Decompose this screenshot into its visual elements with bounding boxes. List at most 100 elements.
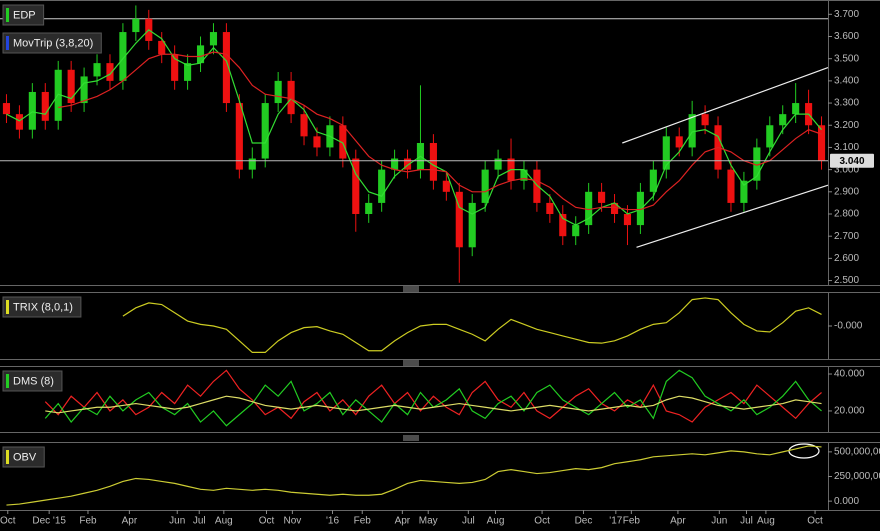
candle-body	[559, 214, 567, 237]
y-tick-label: 3.500	[834, 53, 859, 64]
candle-body	[817, 125, 826, 161]
x-tick-label: Apr	[670, 516, 686, 527]
legend-marker	[6, 36, 9, 50]
y-tick-label: 3.400	[834, 76, 859, 87]
candle-body	[688, 114, 696, 148]
y-tick-label: 20.000	[834, 406, 865, 417]
candle-body	[132, 18, 140, 33]
candle-body	[171, 54, 179, 81]
legend-box	[2, 446, 45, 468]
x-tick-label: Oct	[0, 516, 16, 527]
legend-box	[2, 4, 45, 26]
candle-body	[610, 202, 619, 214]
x-tick-label: '17	[609, 516, 622, 527]
trend-line	[622, 66, 829, 144]
x-tick-label: May	[419, 516, 438, 527]
y-tick-label: 3.200	[834, 120, 859, 131]
x-tick-label: Feb	[354, 516, 372, 527]
legend-box	[2, 32, 102, 54]
candle-body	[119, 32, 127, 81]
candle-body	[740, 180, 748, 203]
x-tick-label: '16	[326, 516, 339, 527]
legend-label: TRIX (8,0,1)	[13, 301, 73, 313]
candle-body	[235, 103, 243, 170]
candle-body	[546, 202, 554, 214]
candle-body	[158, 40, 166, 55]
x-tick-label: Aug	[215, 516, 233, 527]
candle-body	[429, 143, 437, 181]
candle-body	[261, 103, 269, 159]
series-line	[45, 395, 822, 414]
candle-body	[636, 191, 644, 226]
y-tick-label: 3.700	[834, 9, 859, 20]
y-tick-label: 2.800	[834, 209, 859, 220]
x-tick-label: Feb	[623, 516, 641, 527]
series-line	[44, 369, 822, 423]
candle-body	[106, 63, 114, 81]
candle-body	[2, 103, 11, 115]
legend-label: EDP	[13, 9, 36, 21]
legend-label: DMS (8)	[13, 375, 54, 387]
candle-body	[455, 191, 463, 248]
x-tick-label: Aug	[487, 516, 505, 527]
x-tick-label: Oct	[259, 516, 275, 527]
last-price-label: 3.040	[839, 156, 864, 167]
x-tick-label: Apr	[395, 516, 411, 527]
candle-body	[520, 169, 528, 181]
candle-body	[701, 114, 709, 126]
last-price-box	[830, 153, 874, 168]
candle-body	[80, 76, 88, 104]
candle-body	[403, 158, 412, 170]
candle-body	[572, 225, 580, 237]
x-tick-label: Feb	[79, 516, 97, 527]
panel-grips	[403, 286, 419, 441]
x-tick-label: Dec	[575, 516, 593, 527]
legend-marker	[6, 374, 9, 388]
candle-body	[209, 32, 218, 46]
legend-label: OBV	[13, 451, 37, 463]
candle-body	[391, 158, 399, 170]
y-tick-label: 3.100	[834, 142, 859, 153]
y-tick-label: -0.000	[834, 321, 863, 332]
candle-body	[468, 202, 476, 248]
trend-line	[636, 184, 829, 248]
y-tick-label: 3.600	[834, 31, 859, 42]
candle-body	[662, 136, 670, 170]
candle-body	[753, 147, 761, 181]
series-line	[58, 51, 822, 211]
candle-body	[41, 91, 49, 121]
x-tick-label: Jul	[462, 516, 475, 527]
y-tick-label: 3.300	[834, 98, 859, 109]
candle-body	[67, 69, 75, 104]
candle-body	[248, 158, 256, 170]
candle-body	[792, 103, 800, 115]
x-tick-label: Jun	[169, 516, 185, 527]
candle-body	[727, 169, 735, 203]
candle-body	[352, 158, 360, 214]
candle-body	[15, 114, 23, 130]
candle-body	[300, 114, 308, 137]
x-tick-label: Nov	[283, 516, 301, 527]
candle-body	[623, 214, 632, 226]
x-tick-label: Oct	[807, 516, 823, 527]
candle-body	[378, 169, 386, 203]
series-line	[122, 297, 822, 353]
x-tick-label: Apr	[122, 516, 138, 527]
legend-box	[2, 370, 63, 392]
candle-body	[779, 114, 787, 126]
y-tick-label: 250,000,00	[834, 471, 880, 482]
legend-marker	[6, 450, 9, 464]
y-tick-label: 3.000	[834, 164, 859, 175]
candle-body	[287, 80, 295, 115]
candle-body	[339, 125, 347, 159]
candle-body	[598, 191, 606, 203]
candle-body	[28, 91, 36, 130]
candle-body	[494, 158, 502, 170]
candle-body	[585, 191, 593, 226]
x-tick-label: Dec '15	[32, 516, 66, 527]
candle-body	[442, 180, 450, 192]
y-tick-label: 500,000,00	[834, 447, 880, 458]
